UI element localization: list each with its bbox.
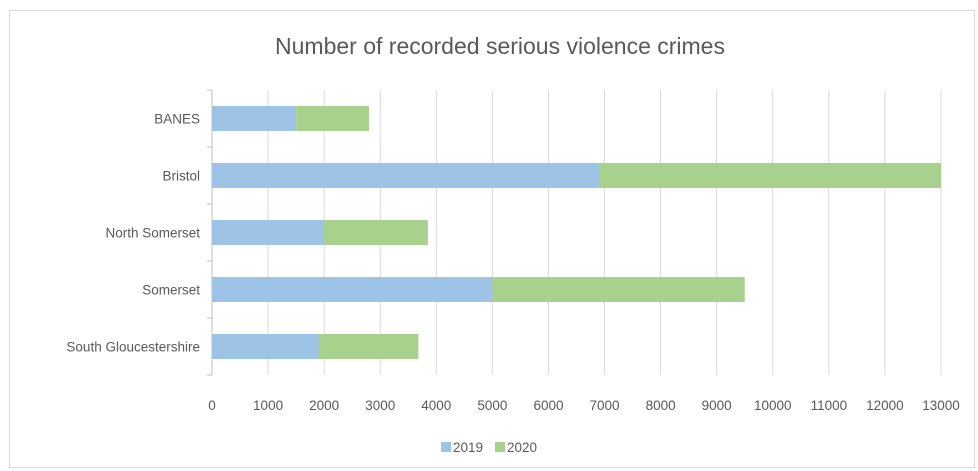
axes [207, 90, 212, 375]
x-tick-label: 13000 [922, 398, 960, 413]
legend-swatch-2020 [495, 442, 505, 452]
bar-2019-banes [212, 106, 296, 131]
bar-2019-bristol [212, 163, 599, 188]
chart-title: Number of recorded serious violence crim… [275, 33, 725, 59]
category-label: BANES [154, 112, 200, 127]
x-tick-label: 7000 [590, 398, 620, 413]
bar-2019-north-somerset [212, 220, 324, 245]
bar-2020-bristol [599, 163, 941, 188]
x-tick-label: 6000 [533, 398, 563, 413]
x-tick-label: 4000 [421, 398, 451, 413]
x-tick-label: 0 [208, 398, 216, 413]
x-tick-label: 10000 [754, 398, 792, 413]
bar-2019-somerset [212, 277, 492, 302]
legend-label-2020: 2020 [507, 440, 537, 455]
category-label: Bristol [162, 169, 200, 184]
legend-swatch-2019 [441, 442, 451, 452]
x-tick-label: 5000 [477, 398, 507, 413]
x-tick-label: 8000 [646, 398, 676, 413]
x-tick-label: 1000 [253, 398, 283, 413]
x-tick-label: 9000 [702, 398, 732, 413]
x-tick-labels: 0 1000 2000 3000 4000 5000 6000 7000 8000 9000 100… [208, 398, 960, 413]
category-label: South Gloucestershire [66, 340, 200, 355]
category-label: Somerset [142, 283, 200, 298]
legend: 2019 2020 [441, 440, 537, 455]
x-tick-label: 11000 [811, 398, 848, 413]
bar-2020-banes [296, 106, 369, 131]
bars [212, 106, 941, 359]
bar-2020-north-somerset [324, 220, 428, 245]
category-label: North Somerset [105, 226, 200, 241]
legend-label-2019: 2019 [453, 440, 483, 455]
x-tick-label: 12000 [866, 398, 904, 413]
bar-2020-somerset [492, 277, 744, 302]
bar-2020-south-gloucestershire [319, 334, 419, 359]
x-tick-label: 2000 [309, 398, 339, 413]
category-labels: BANES Bristol North Somerset Somerset South … [66, 112, 200, 355]
x-tick-label: 3000 [365, 398, 395, 413]
bar-2019-south-gloucestershire [212, 334, 319, 359]
